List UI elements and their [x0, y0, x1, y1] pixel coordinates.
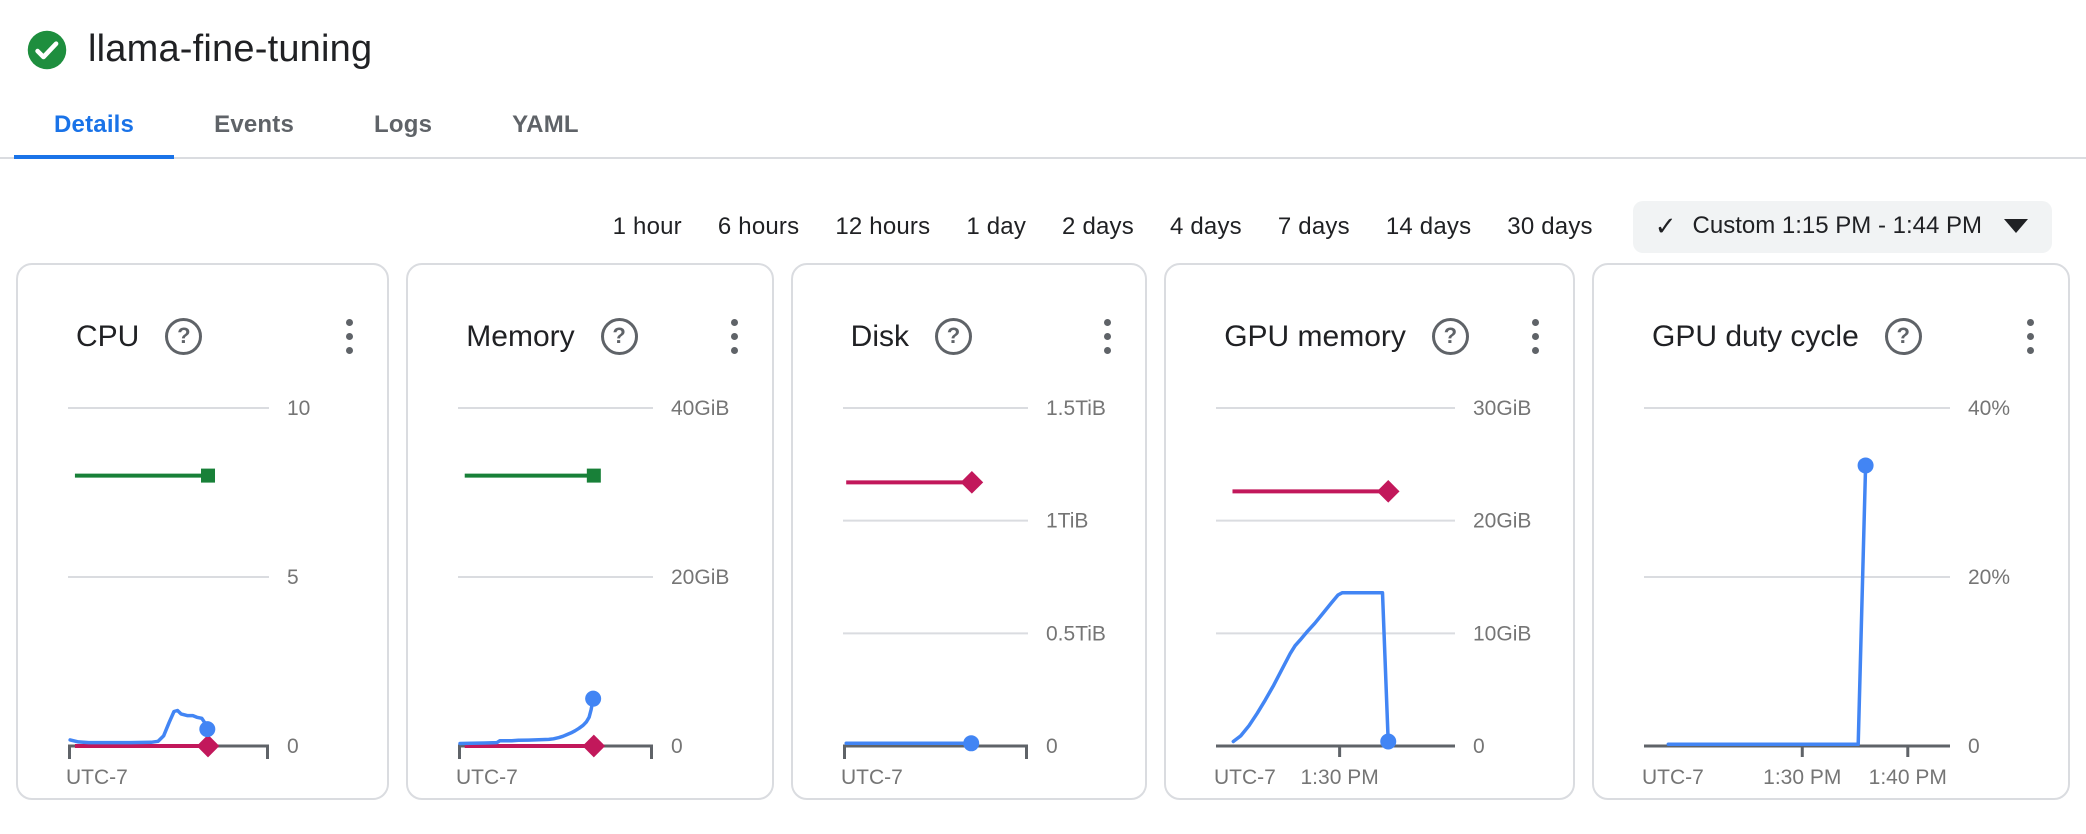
svg-text:20GiB: 20GiB: [671, 566, 729, 589]
memory-chart[interactable]: 40GiB 20GiB 0 UTC-7: [448, 374, 753, 794]
overflow-menu-icon[interactable]: [336, 311, 363, 362]
svg-text:0: 0: [287, 735, 299, 758]
gpu-duty-cycle-chart[interactable]: 40% 20% 0 1:30 PM 1:40 PM UTC-7: [1634, 374, 2050, 794]
tab-logs[interactable]: Logs: [334, 87, 472, 159]
svg-text:1.5TiB: 1.5TiB: [1046, 397, 1106, 420]
svg-text:0: 0: [671, 735, 683, 758]
status-ok-icon: [26, 29, 68, 71]
card-title: GPU memory: [1224, 319, 1406, 353]
time-range-bar: 1 hour 6 hours 12 hours 1 day 2 days 4 d…: [0, 201, 2086, 253]
svg-text:20GiB: 20GiB: [1473, 510, 1531, 533]
svg-text:UTC-7: UTC-7: [1642, 766, 1704, 789]
svg-text:30GiB: 30GiB: [1473, 397, 1531, 420]
card-title: Disk: [850, 319, 910, 353]
svg-text:1:30 PM: 1:30 PM: [1763, 766, 1841, 789]
time-preset-7-days[interactable]: 7 days: [1278, 209, 1350, 245]
svg-text:1:40 PM: 1:40 PM: [1869, 766, 1947, 789]
check-icon: ✓: [1654, 211, 1677, 241]
card-header: Disk ?: [793, 265, 1146, 362]
tab-yaml[interactable]: YAML: [472, 87, 619, 159]
time-preset-6-hours[interactable]: 6 hours: [718, 209, 799, 245]
time-preset-12-hours[interactable]: 12 hours: [835, 209, 930, 245]
time-preset-14-days[interactable]: 14 days: [1386, 209, 1471, 245]
metric-card-gpu-duty-cycle: GPU duty cycle ? 40% 20% 0 1:30 PM 1:40 PM UT…: [1592, 263, 2070, 800]
disk-chart[interactable]: 1.5TiB 1TiB 0.5TiB 0 UTC-7: [833, 374, 1128, 794]
overflow-menu-icon[interactable]: [721, 311, 748, 362]
metric-card-gpu-memory: GPU memory ? 30GiB 20GiB 10GiB 0 1:30 PM UTC-…: [1164, 263, 1576, 800]
overflow-menu-icon[interactable]: [1094, 311, 1121, 362]
card-header: GPU memory ?: [1166, 265, 1573, 362]
svg-text:40%: 40%: [1968, 397, 2010, 420]
card-header: GPU duty cycle ?: [1594, 265, 2068, 362]
svg-text:0: 0: [1473, 735, 1485, 758]
card-header: Memory ?: [408, 265, 771, 362]
svg-text:0: 0: [1968, 735, 1980, 758]
card-header: CPU ?: [18, 265, 387, 362]
card-title: GPU duty cycle: [1652, 319, 1859, 353]
time-preset-2-days[interactable]: 2 days: [1062, 209, 1134, 245]
svg-text:10: 10: [287, 397, 310, 420]
svg-text:UTC-7: UTC-7: [1214, 766, 1276, 789]
svg-text:10GiB: 10GiB: [1473, 622, 1531, 645]
svg-text:UTC-7: UTC-7: [456, 766, 518, 789]
custom-time-range-label: Custom 1:15 PM - 1:44 PM: [1692, 212, 1982, 239]
metric-cards-row: CPU ? 10 5 0 UTC-7 Memory ? 40GiB 20GiB 0 UTC-…: [0, 263, 2086, 800]
svg-text:0.5TiB: 0.5TiB: [1046, 622, 1106, 645]
caret-down-icon: [2004, 219, 2028, 233]
overflow-menu-icon[interactable]: [2017, 311, 2044, 362]
metric-card-disk: Disk ? 1.5TiB 1TiB 0.5TiB 0 UTC-7: [790, 263, 1148, 800]
svg-text:40GiB: 40GiB: [671, 397, 729, 420]
help-icon[interactable]: ?: [1884, 318, 1922, 355]
card-title: Memory: [466, 319, 575, 353]
time-preset-1-hour[interactable]: 1 hour: [613, 209, 682, 245]
svg-text:UTC-7: UTC-7: [66, 766, 128, 789]
help-icon[interactable]: ?: [165, 318, 203, 355]
svg-text:20%: 20%: [1968, 566, 2010, 589]
help-icon[interactable]: ?: [1431, 318, 1469, 355]
time-preset-30-days[interactable]: 30 days: [1507, 209, 1592, 245]
svg-text:UTC-7: UTC-7: [841, 766, 903, 789]
cpu-chart[interactable]: 10 5 0 UTC-7: [58, 374, 369, 794]
time-preset-4-days[interactable]: 4 days: [1170, 209, 1242, 245]
svg-text:0: 0: [1046, 735, 1058, 758]
page-title: llama-fine-tuning: [88, 28, 373, 70]
help-icon[interactable]: ?: [935, 318, 973, 355]
custom-time-range-button[interactable]: ✓ Custom 1:15 PM - 1:44 PM: [1632, 201, 2052, 253]
tab-details[interactable]: Details: [14, 87, 175, 159]
overflow-menu-icon[interactable]: [1522, 311, 1549, 362]
card-title: CPU: [76, 319, 140, 353]
page-header: llama-fine-tuning: [0, 0, 2086, 71]
metric-card-cpu: CPU ? 10 5 0 UTC-7: [16, 263, 390, 800]
svg-text:1:30 PM: 1:30 PM: [1301, 766, 1379, 789]
tab-events[interactable]: Events: [174, 87, 334, 159]
svg-text:1TiB: 1TiB: [1046, 510, 1088, 533]
time-preset-1-day[interactable]: 1 day: [966, 209, 1026, 245]
metric-card-memory: Memory ? 40GiB 20GiB 0 UTC-7: [406, 263, 774, 800]
help-icon[interactable]: ?: [600, 318, 638, 355]
gpu-memory-chart[interactable]: 30GiB 20GiB 10GiB 0 1:30 PM UTC-7: [1206, 374, 1555, 794]
tab-bar: Details Events Logs YAML: [0, 87, 2086, 159]
svg-text:5: 5: [287, 566, 299, 589]
